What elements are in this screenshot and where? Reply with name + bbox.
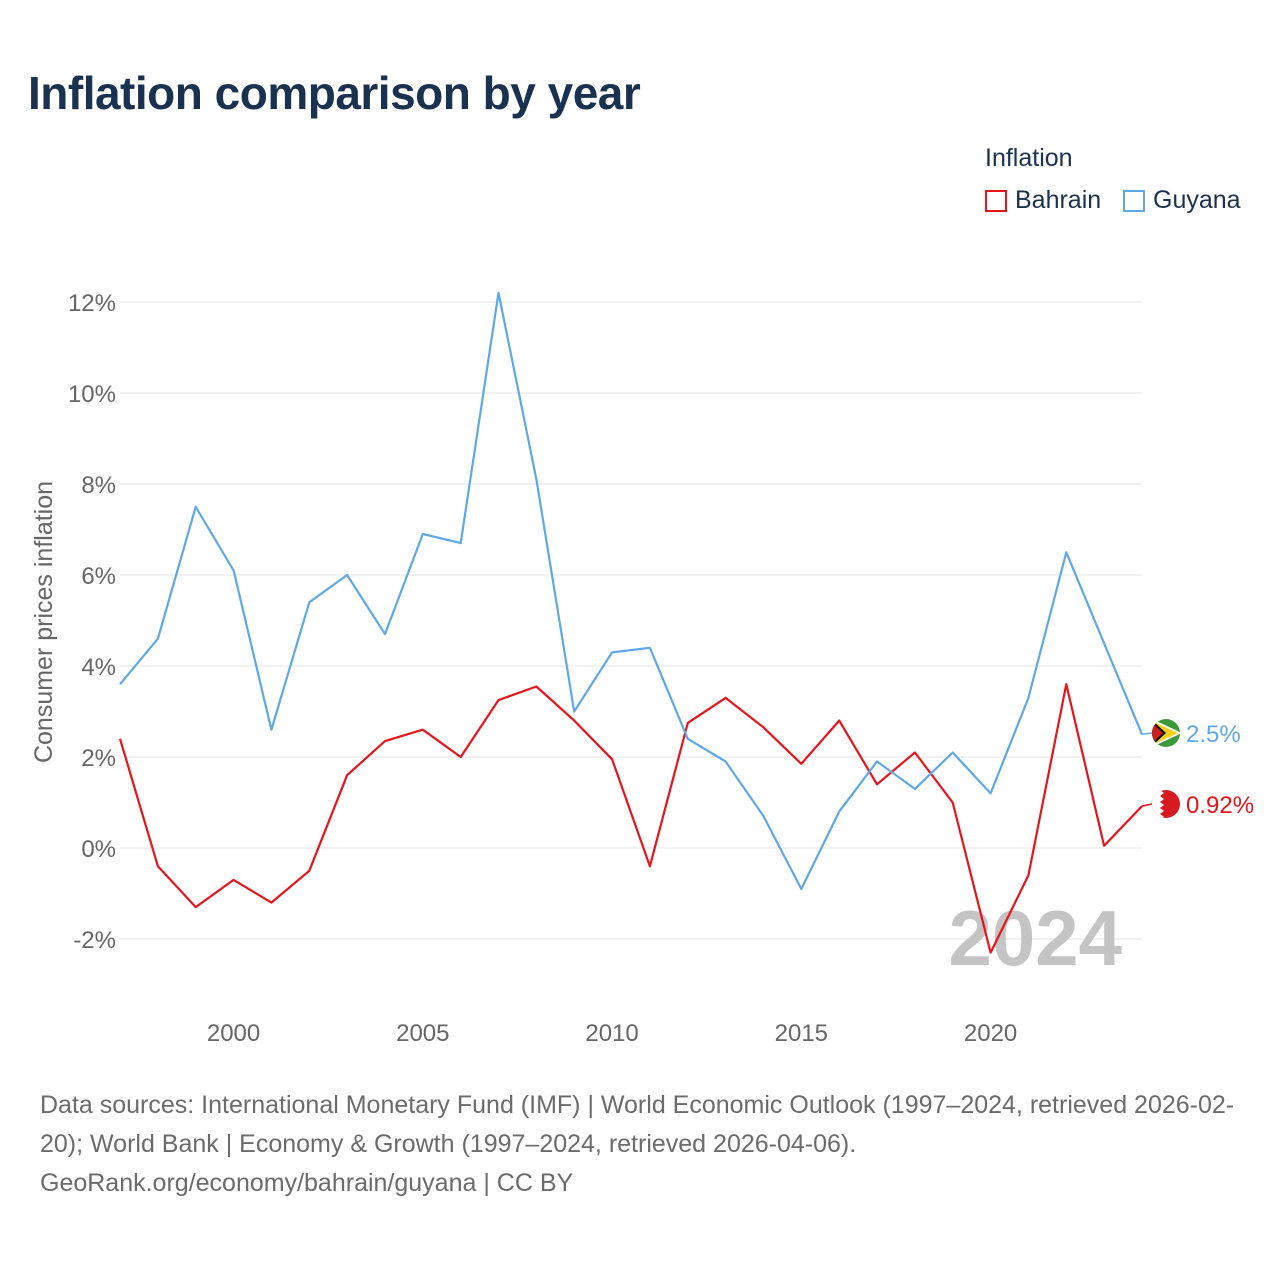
end-label-guyana: 2.5% xyxy=(1186,721,1241,748)
footer-source-text: Data sources: International Monetary Fun… xyxy=(40,1091,1235,1158)
chart-title: Inflation comparison by year xyxy=(28,67,641,119)
end-connector-guyana xyxy=(1141,732,1153,735)
legend-title: Inflation xyxy=(985,144,1073,172)
y-axis-label: Consumer prices inflation xyxy=(30,481,58,763)
year-watermark: 2024 xyxy=(948,894,1122,982)
x-tick-label: 2000 xyxy=(207,1020,260,1047)
legend-label-bahrain: Bahrain xyxy=(1015,186,1102,214)
y-tick-label: 6% xyxy=(81,563,116,590)
footer-sources: Data sources: International Monetary Fun… xyxy=(40,1086,1250,1203)
end-markers xyxy=(1152,719,1180,818)
x-tick-label: 2010 xyxy=(585,1020,638,1047)
y-tick-label: 10% xyxy=(68,381,116,408)
legend-swatch-guyana xyxy=(1123,189,1145,212)
y-axis-ticks: -2% 0% 2% 4% 6% 8% 10% 12% xyxy=(68,290,116,954)
x-tick-label: 2020 xyxy=(964,1020,1017,1047)
x-axis-ticks: 2000 2005 2010 2015 2020 xyxy=(207,1020,1017,1047)
x-tick-label: 2015 xyxy=(775,1020,828,1047)
end-label-bahrain: 0.92% xyxy=(1186,792,1254,819)
y-tick-label: -2% xyxy=(73,927,116,954)
footer-attribution-link[interactable]: GeoRank.org/economy/bahrain/guyana | CC … xyxy=(40,1169,574,1197)
grid-lines xyxy=(120,301,1142,940)
y-tick-label: 2% xyxy=(81,745,116,772)
y-tick-label: 0% xyxy=(81,836,116,863)
legend-swatch-bahrain xyxy=(985,189,1007,212)
y-tick-label: 4% xyxy=(81,654,116,681)
guyana-flag-icon xyxy=(1152,719,1180,747)
line-chart: -2% 0% 2% 4% 6% 8% 10% 12% 2000 2005 2010 2015 2020… xyxy=(30,290,1254,1047)
y-tick-label: 12% xyxy=(68,290,116,317)
series-group: 0.92% 2.5% xyxy=(118,291,1254,954)
series-line-guyana xyxy=(119,291,1144,891)
bahrain-flag-icon xyxy=(1152,790,1180,818)
legend-item-guyana[interactable]: Guyana xyxy=(1123,186,1241,215)
legend-label-guyana: Guyana xyxy=(1153,186,1241,214)
y-tick-label: 8% xyxy=(81,472,116,499)
end-connector-bahrain xyxy=(1141,803,1153,807)
legend-item-bahrain[interactable]: Bahrain xyxy=(985,186,1101,215)
series-line-bahrain xyxy=(118,683,1143,954)
x-tick-label: 2005 xyxy=(396,1020,449,1047)
